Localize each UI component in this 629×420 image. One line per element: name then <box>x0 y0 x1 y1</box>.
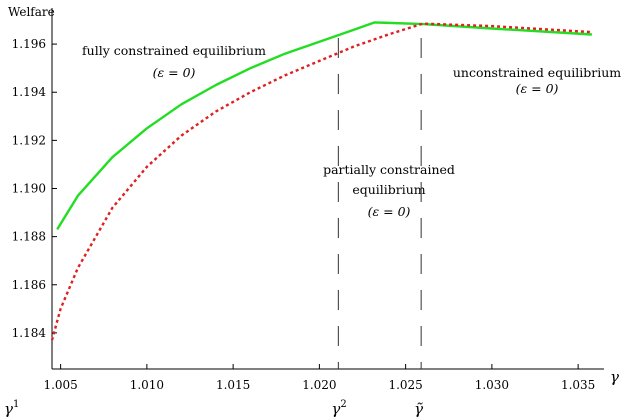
x-tick-label: 1.015 <box>216 378 250 392</box>
x-tick-label: 1.035 <box>561 378 595 392</box>
annotation-fully-line2: (ε = 0) <box>153 65 196 80</box>
axes <box>51 8 604 370</box>
annotation-unconstrained-line2: (ε = 0) <box>516 81 559 96</box>
gamma1-label: γ1 <box>4 399 19 418</box>
x-axis-title: γ <box>610 368 619 386</box>
series-group <box>50 21 592 341</box>
annotation-partially-constrained: partially constrained equilibrium (ε = 0… <box>323 162 455 219</box>
x-ticks: 1.005 1.010 1.015 1.020 1.025 1.030 1.035 <box>43 364 595 392</box>
x-tick-label: 1.010 <box>130 378 164 392</box>
annotation-partially-line3: (ε = 0) <box>368 204 411 219</box>
y-tick-label: 1.196 <box>12 37 46 51</box>
x-tick-label: 1.025 <box>388 378 422 392</box>
annotation-partially-line1: partially constrained <box>323 162 455 177</box>
series-line-green <box>56 21 592 231</box>
annotation-partially-line2: equilibrium <box>352 182 425 197</box>
y-tick-label: 1.192 <box>12 133 46 147</box>
y-tick-label: 1.184 <box>12 326 47 340</box>
y-axis-title: Welfare <box>8 5 55 19</box>
y-tick-label: 1.190 <box>12 182 46 196</box>
vertical-lines: γ2 γ̃ <box>331 38 423 418</box>
threshold-label: γ2 <box>331 399 346 418</box>
annotation-fully-constrained: fully constrained equilibrium (ε = 0) <box>82 43 266 80</box>
x-tick-label: 1.005 <box>43 378 77 392</box>
annotation-unconstrained-line1: unconstrained equilibrium <box>453 65 621 80</box>
x-tick-label: 1.020 <box>302 378 336 392</box>
annotation-unconstrained: unconstrained equilibrium (ε = 0) <box>453 65 621 96</box>
y-ticks: 1.184 1.186 1.188 1.190 1.192 1.194 1.196 <box>12 37 57 340</box>
y-tick-label: 1.186 <box>12 278 46 292</box>
x-tick-label: 1.030 <box>475 378 509 392</box>
y-tick-label: 1.194 <box>12 85 47 99</box>
y-tick-label: 1.188 <box>12 230 46 244</box>
threshold-label: γ̃ <box>414 400 423 418</box>
annotation-fully-line1: fully constrained equilibrium <box>82 43 266 58</box>
